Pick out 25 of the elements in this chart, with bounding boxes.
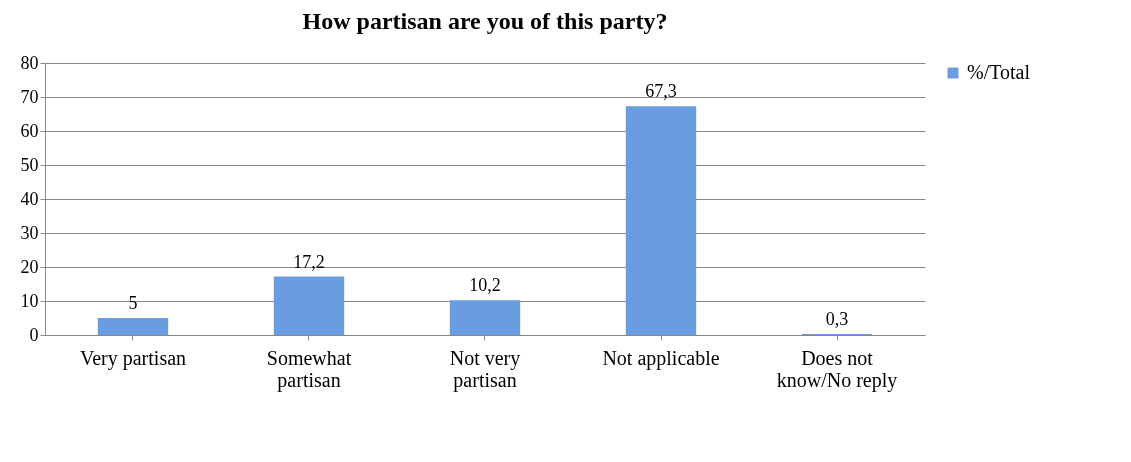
data-label: 5: [128, 293, 138, 313]
y-tick-label: 40: [20, 188, 39, 209]
data-label: 10,2: [469, 275, 501, 296]
x-tick-label: Not very partisan: [449, 346, 521, 392]
y-tick-label: 70: [20, 86, 39, 107]
x-tick-label: Not applicable: [602, 346, 720, 370]
y-tick-label: 10: [20, 290, 39, 311]
bar: [449, 300, 521, 335]
x-tick-label: Somewhat partisan: [266, 346, 352, 392]
data-label: 17,2: [293, 251, 325, 272]
data-label: 67,3: [645, 81, 677, 102]
x-tick-label: Does not know/No reply: [776, 346, 898, 392]
bar: [273, 276, 345, 335]
data-label: 0,3: [825, 308, 849, 329]
y-tick-label: 30: [20, 222, 39, 243]
bar: [97, 318, 169, 335]
bar: [625, 106, 697, 335]
x-tick-label: Very partisan: [79, 346, 187, 370]
y-tick-label: 0: [29, 324, 39, 345]
y-tick-label: 60: [20, 120, 39, 141]
chart-title: How partisan are you of this party?: [302, 8, 668, 34]
y-tick-label: 80: [20, 52, 39, 73]
y-tick-label: 50: [20, 154, 39, 175]
y-tick-label: 20: [20, 256, 39, 277]
legend-label: %/Total: [967, 61, 1031, 83]
